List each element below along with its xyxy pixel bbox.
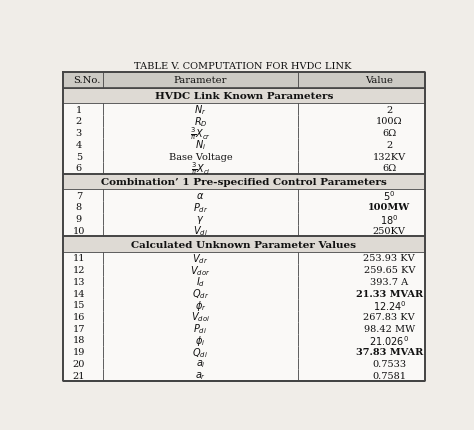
Text: $\gamma$: $\gamma$ [196, 213, 204, 225]
Text: 100Ω: 100Ω [376, 117, 402, 126]
Text: 12: 12 [73, 266, 85, 274]
Text: $a_i$: $a_i$ [195, 358, 205, 369]
Text: 5: 5 [76, 152, 82, 161]
Text: 7: 7 [76, 191, 82, 200]
Text: Parameter: Parameter [173, 76, 227, 85]
Text: 253.93 KV: 253.93 KV [364, 254, 415, 263]
Text: Calculated Unknown Parameter Values: Calculated Unknown Parameter Values [131, 240, 356, 249]
Text: $P_{di}$: $P_{di}$ [193, 322, 208, 335]
Bar [63, 237, 425, 252]
Text: $P_{dr}$: $P_{dr}$ [193, 201, 208, 215]
Text: 6: 6 [76, 164, 82, 173]
Bar [63, 73, 425, 88]
Text: HVDC Link Known Parameters: HVDC Link Known Parameters [155, 92, 333, 101]
Text: $V_{dor}$: $V_{dor}$ [190, 263, 210, 277]
Text: 13: 13 [73, 277, 85, 286]
Text: $\phi_i$: $\phi_i$ [195, 333, 206, 347]
Text: 19: 19 [73, 347, 85, 356]
Text: 132KV: 132KV [373, 152, 406, 161]
Text: $V_{dr}$: $V_{dr}$ [192, 252, 209, 265]
Text: 10: 10 [73, 226, 85, 235]
Text: 4: 4 [76, 141, 82, 150]
Text: 100MW: 100MW [368, 203, 410, 212]
Text: $I_d$: $I_d$ [196, 275, 205, 289]
Text: 20: 20 [73, 359, 85, 368]
Text: 267.83 KV: 267.83 KV [364, 312, 415, 321]
Text: 11: 11 [73, 254, 85, 263]
Text: 14: 14 [73, 289, 85, 298]
Text: $\frac{3}{\pi}X_{ci}$: $\frac{3}{\pi}X_{ci}$ [191, 160, 210, 177]
Text: $a_r$: $a_r$ [195, 369, 206, 381]
Text: $\phi_r$: $\phi_r$ [195, 298, 206, 312]
Text: $18^0$: $18^0$ [380, 212, 399, 226]
Text: $Q_{di}$: $Q_{di}$ [192, 345, 209, 359]
Text: 8: 8 [76, 203, 82, 212]
Text: 21: 21 [73, 371, 85, 380]
Text: $N_i$: $N_i$ [195, 138, 206, 152]
Text: 3: 3 [76, 129, 82, 138]
Text: 6Ω: 6Ω [382, 164, 396, 173]
Text: 98.42 MW: 98.42 MW [364, 324, 415, 333]
Text: Value: Value [365, 76, 393, 85]
Text: 6Ω: 6Ω [382, 129, 396, 138]
Text: 259.65 KV: 259.65 KV [364, 266, 415, 274]
Text: TABLE V. COMPUTATION FOR HVDC LINK: TABLE V. COMPUTATION FOR HVDC LINK [134, 62, 352, 71]
Text: $V_{di}$: $V_{di}$ [193, 224, 208, 238]
Text: 393.7 A: 393.7 A [370, 277, 409, 286]
Text: $V_{doi}$: $V_{doi}$ [191, 310, 210, 324]
Text: 1: 1 [76, 105, 82, 114]
Text: 37.83 MVAR: 37.83 MVAR [356, 347, 423, 356]
Text: $R_D$: $R_D$ [193, 115, 207, 129]
Text: $12.24^0$: $12.24^0$ [373, 298, 406, 312]
Bar [63, 174, 425, 190]
Text: $5^0$: $5^0$ [383, 189, 395, 203]
Text: 250KV: 250KV [373, 226, 406, 235]
Text: 2: 2 [386, 141, 392, 150]
Text: 21.33 MVAR: 21.33 MVAR [356, 289, 423, 298]
Text: 0.7581: 0.7581 [372, 371, 406, 380]
Text: 2: 2 [386, 105, 392, 114]
Text: 9: 9 [76, 215, 82, 224]
Text: 15: 15 [73, 301, 85, 310]
Text: 18: 18 [73, 336, 85, 344]
Text: 17: 17 [73, 324, 85, 333]
Text: $Q_{dr}$: $Q_{dr}$ [192, 286, 209, 300]
Text: Base Voltage: Base Voltage [169, 152, 232, 161]
Text: 0.7533: 0.7533 [372, 359, 406, 368]
Text: $\alpha$: $\alpha$ [196, 191, 205, 201]
Text: 2: 2 [76, 117, 82, 126]
Text: $21.026^0$: $21.026^0$ [369, 333, 410, 347]
Bar [63, 88, 425, 104]
Text: 16: 16 [73, 312, 85, 321]
Text: Combination’ 1 Pre-specified Control Parameters: Combination’ 1 Pre-specified Control Par… [101, 178, 387, 187]
Text: $\frac{3}{\pi}X_{cr}$: $\frac{3}{\pi}X_{cr}$ [190, 125, 211, 142]
Text: S.No.: S.No. [73, 76, 100, 85]
Text: $N_r$: $N_r$ [194, 103, 207, 117]
